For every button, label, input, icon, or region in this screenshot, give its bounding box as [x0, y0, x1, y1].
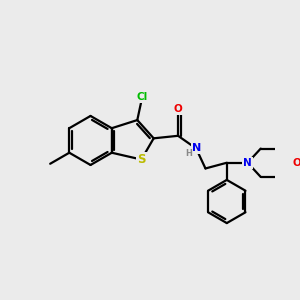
- Text: N: N: [243, 158, 252, 168]
- Text: S: S: [137, 153, 146, 166]
- Text: Cl: Cl: [136, 92, 147, 102]
- Text: O: O: [174, 104, 182, 114]
- Text: O: O: [292, 158, 300, 168]
- Text: H: H: [185, 149, 192, 158]
- Text: N: N: [191, 143, 201, 154]
